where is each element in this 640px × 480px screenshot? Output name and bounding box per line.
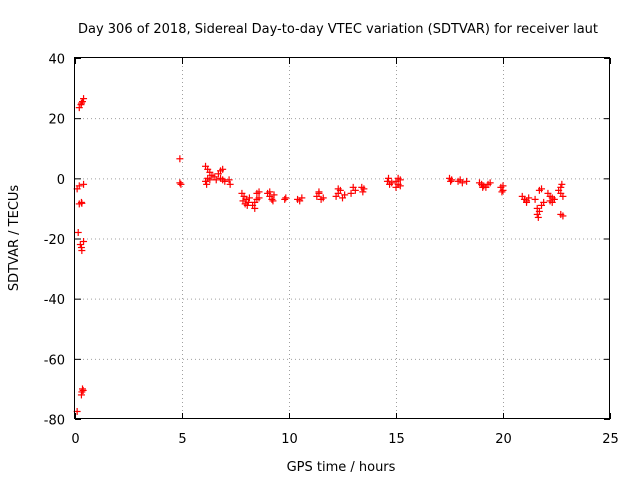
data-point [225,176,233,184]
data-point [176,155,184,163]
y-tick-label: -20 [44,233,65,248]
data-point [559,192,567,200]
y-tick-label: 40 [48,53,65,68]
data-point [77,99,85,107]
data-point [334,185,342,193]
data-point [298,194,306,202]
data-point [534,213,542,221]
data-point [80,95,88,103]
y-tick-label: 0 [57,173,65,188]
y-tick-label: -40 [44,293,65,308]
data-point [486,179,494,187]
data-point [341,191,349,199]
data-point [540,198,548,206]
data-point [559,212,567,220]
y-tick-label: -60 [44,353,65,368]
data-point [463,177,471,185]
data-point [538,185,546,193]
data-point [266,188,274,196]
y-tick-label: -80 [44,414,65,429]
data-point [244,198,252,206]
data-point [319,194,327,202]
plot-frame [74,57,610,419]
data-point [282,194,290,202]
data-point [269,197,277,205]
data-point [80,180,88,188]
axis-ticks [75,58,611,420]
data-point [176,179,184,187]
data-point [498,188,506,196]
data-point [533,210,541,218]
data-point [74,228,82,236]
data-point [548,198,556,206]
data-point [80,238,88,246]
data-point [78,385,86,393]
data-point [255,194,263,202]
data-point [557,183,565,191]
data-point [202,177,210,185]
x-axis-label: GPS time / hours [287,460,396,475]
data-point [270,191,278,199]
data-point [281,195,289,203]
data-point [447,177,455,185]
data-point [268,195,276,203]
data-point [479,183,487,191]
x-tick-label: 0 [71,432,79,447]
data-point [226,180,234,188]
data-point [396,182,404,190]
data-point [206,176,214,184]
chart-title: Day 306 of 2018, Sidereal Day-to-day VTE… [78,22,598,37]
data-point [75,182,83,190]
data-point [177,180,185,188]
data-point [75,104,83,112]
x-tick-label: 20 [495,432,512,447]
data-point [219,165,227,173]
data-point [245,194,253,202]
data-point [458,179,466,187]
data-point [359,188,367,196]
data-point [78,199,86,207]
data-point [360,185,368,193]
data-point [448,176,456,184]
data-point [315,188,323,196]
x-tick-label: 10 [281,432,298,447]
tick-labels: 0 5 10 15 20 25 -80 -60 -40 -20 0 20 40 [44,53,619,448]
data-point [347,189,355,197]
y-tick-label: 20 [48,113,65,128]
x-tick-label: 15 [388,432,405,447]
data-point [523,198,531,206]
data-points [73,95,567,415]
data-point [531,195,539,203]
data-point [392,183,400,191]
data-point [78,388,86,396]
data-point [499,182,507,190]
data-point [78,247,86,255]
data-point [251,204,259,212]
grid-lines [75,58,610,419]
data-point [79,386,87,394]
x-tick-label: 5 [178,432,186,447]
data-point [558,180,566,188]
data-point [394,174,402,182]
data-point [525,194,533,202]
data-point [351,186,359,194]
data-point [385,174,393,182]
data-point [76,241,84,249]
x-tick-label: 25 [602,432,619,447]
data-point [388,179,396,187]
data-point [78,98,86,106]
data-point [255,188,263,196]
data-point [221,177,229,185]
data-point [203,180,211,188]
data-point [212,176,220,184]
y-axis-label: SDTVAR / TECUs [7,185,22,292]
